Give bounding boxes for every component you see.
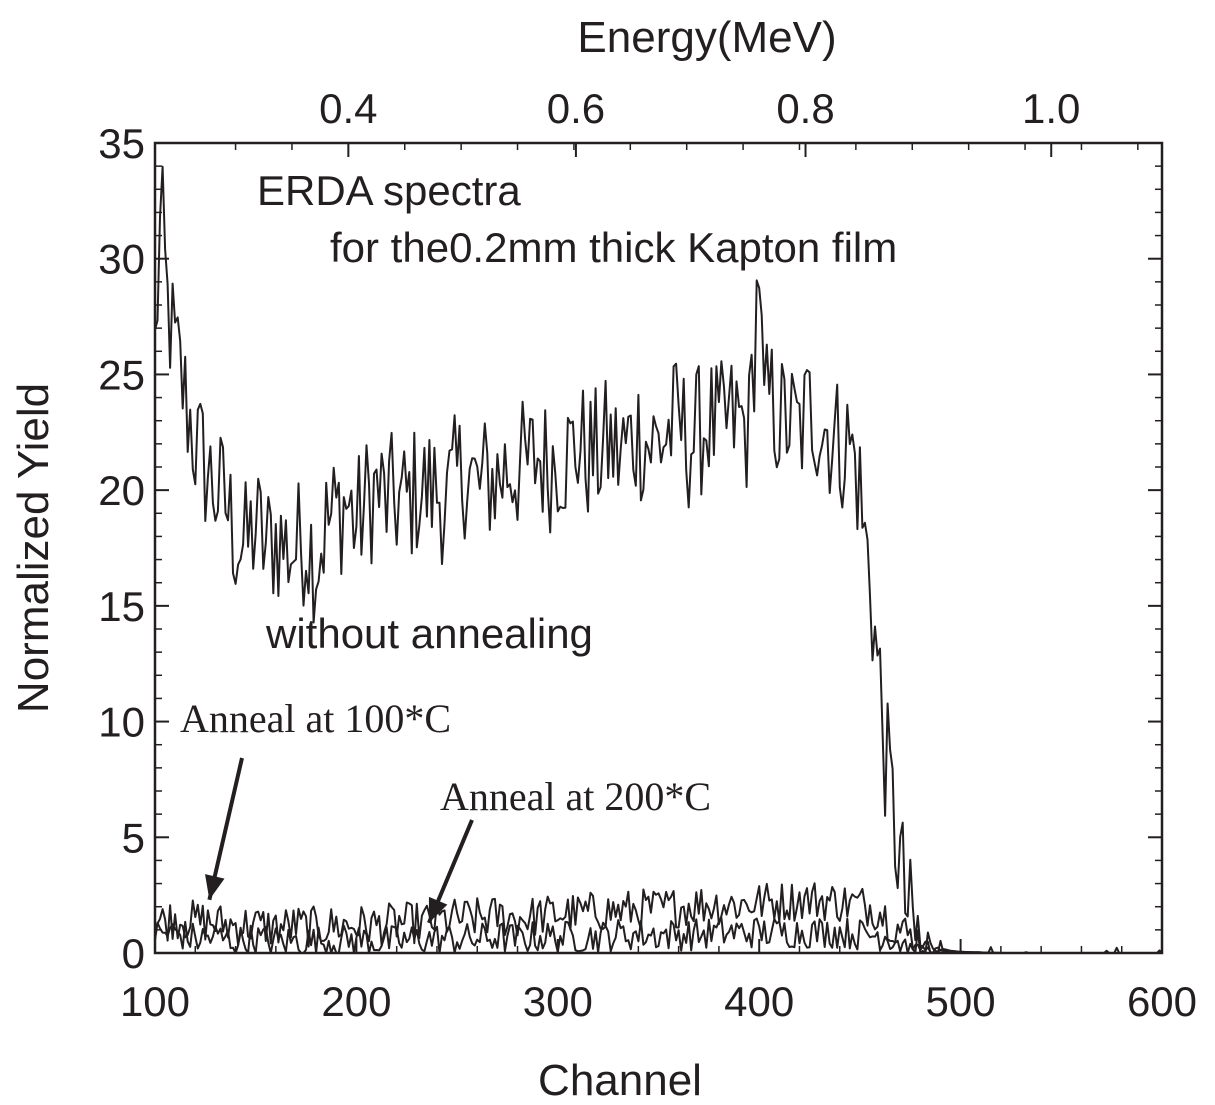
annotation-arrows [205,757,474,924]
y-tick-label: 15 [98,583,145,630]
x-tick-label: 300 [523,978,593,1025]
x-axis-label: Channel [538,1056,702,1105]
y-tick-label: 10 [98,699,145,746]
top-tick-label: 0.4 [319,85,377,132]
annotation-arrow-shaft [207,757,244,901]
y-tick-label: 35 [98,120,145,167]
y-tick-label: 30 [98,236,145,283]
y-tick-label: 5 [122,814,145,861]
x-tick-label: 600 [1127,978,1197,1025]
x-tick-label: 200 [321,978,391,1025]
y-axis-ticks: 0 5 10 15 20 25 30 35 [98,120,1162,977]
y-axis-label: Normalized Yield [9,383,58,713]
y-tick-label: 0 [122,930,145,977]
top-tick-label: 1.0 [1022,85,1080,132]
top-tick-label: 0.8 [776,85,834,132]
y-tick-label: 25 [98,351,145,398]
annotation-arrow-head [428,896,448,923]
chart-subtitle: for the0.2mm thick Kapton film [330,224,897,271]
plot-border [153,141,1164,955]
x-tick-label: 100 [120,978,190,1025]
top-axis-ticks: 0.4 0.6 0.8 1.0 [234,85,1139,157]
y-tick-label: 20 [98,467,145,514]
top-tick-label: 0.6 [547,85,605,132]
series-line-3 [154,916,1163,954]
x-axis-ticks: 100 200 300 400 500 600 [120,939,1197,1025]
series-layer [154,165,1163,954]
label-anneal-200: Anneal at 200*C [440,774,711,819]
x-tick-label: 500 [926,978,996,1025]
plot-frame [153,141,1164,955]
annotation-arrow-head [205,874,225,900]
chart-title: ERDA spectra [257,167,521,214]
label-without-annealing: without annealing [265,610,593,657]
top-axis-label: Energy(MeV) [577,13,836,62]
label-anneal-100: Anneal at 100*C [180,696,451,741]
series-line-1 [154,165,1163,954]
x-tick-label: 400 [724,978,794,1025]
